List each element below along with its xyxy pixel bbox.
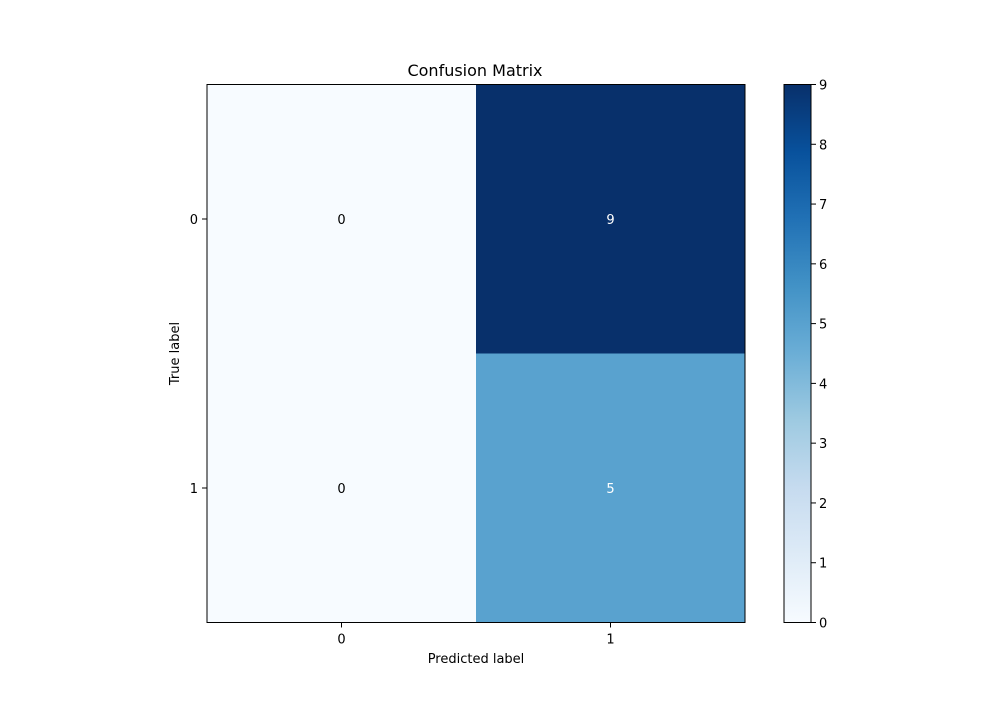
heatmap-cell-0-1 <box>476 84 745 354</box>
plot-frame <box>206 84 746 623</box>
colorbar-tick-label: 1 <box>819 557 827 572</box>
heatmap-cell-labels: 0 9 0 5 <box>337 213 614 497</box>
colorbar-tick-label: 9 <box>819 79 827 94</box>
colorbar-tick-label: 0 <box>819 617 827 632</box>
colorbar-tick-label: 4 <box>819 377 827 392</box>
x-tick-label: 0 <box>337 633 345 648</box>
x-tick-label: 1 <box>606 633 614 648</box>
colorbar-tick-label: 8 <box>819 138 827 153</box>
heatmap-cells <box>207 84 745 623</box>
cell-value-label-1-1: 5 <box>606 482 614 497</box>
colorbar-tick-label: 6 <box>819 258 827 273</box>
x-axis-label: Predicted label <box>428 652 525 667</box>
heatmap-cell-1-1 <box>476 353 745 623</box>
y-tick-label: 1 <box>190 482 198 497</box>
heatmap-cell-0-0 <box>207 84 476 354</box>
colorbar <box>783 84 812 623</box>
chart-title: Confusion Matrix <box>407 61 542 80</box>
cell-value-label-0-1: 9 <box>606 213 614 228</box>
cell-value-label-0-0: 0 <box>337 213 345 228</box>
y-axis-ticks: 01 <box>190 213 207 497</box>
colorbar-tick-label: 2 <box>819 497 827 512</box>
heatmap-cell-1-0 <box>207 353 476 623</box>
y-tick-label: 0 <box>190 213 198 228</box>
colorbar-tick-label: 7 <box>819 198 827 213</box>
colorbar-tick-label: 5 <box>819 318 827 333</box>
colorbar-tick-label: 3 <box>819 437 827 452</box>
cell-value-label-1-0: 0 <box>337 482 345 497</box>
colorbar-ticks: 0 1 2 3 4 5 6 7 8 9 <box>811 79 827 632</box>
y-axis-label: True label <box>168 322 183 386</box>
